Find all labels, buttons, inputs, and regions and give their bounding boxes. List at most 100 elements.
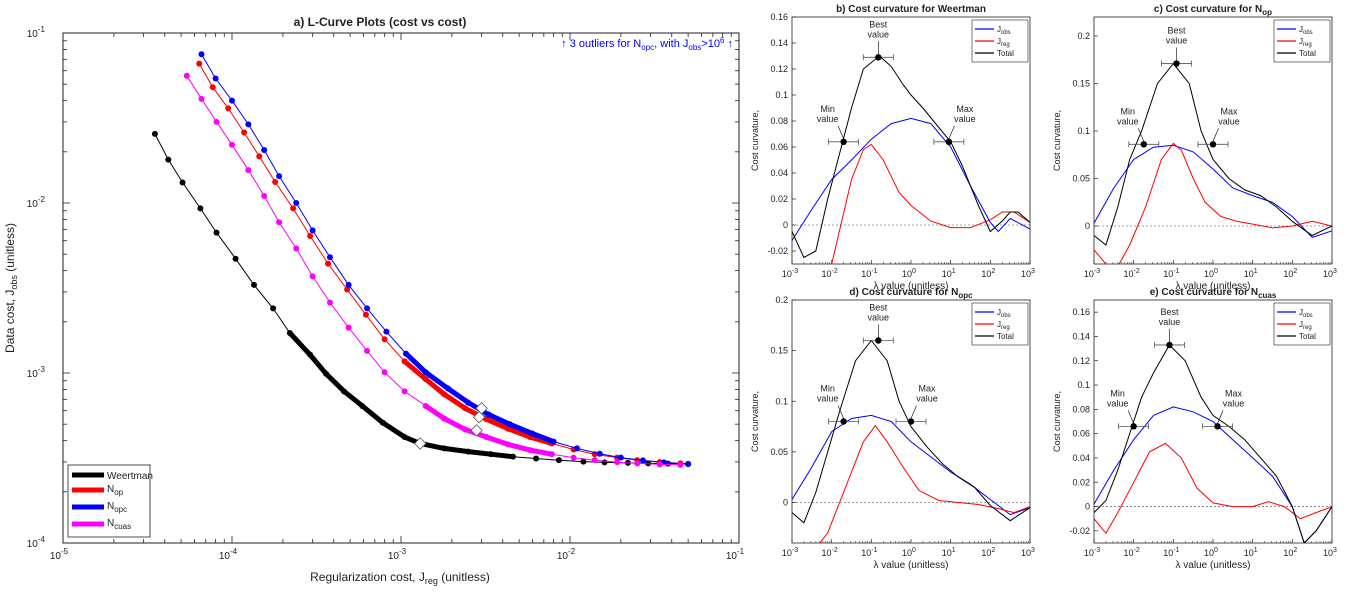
panel-b-xtick-label: 10-2: [822, 268, 838, 279]
panel-b-xtick-label: 101: [942, 268, 956, 279]
panel-d-ytick-label: 0: [783, 498, 788, 508]
panel-c-max-leader: [1212, 128, 1219, 142]
panel-e-xtick-label: 102: [1283, 547, 1297, 558]
series-point-weertman: [441, 445, 448, 452]
panel-a-ytick-label: 10-2: [27, 195, 46, 210]
panel-a-xtick-label: 10-5: [50, 547, 69, 562]
panel-e-max-label: Max: [1225, 388, 1243, 398]
panel-b-max-leader: [948, 125, 955, 139]
panel-e-legend-label-jreg: Jreg: [1299, 320, 1312, 331]
series-point-nop: [381, 336, 388, 343]
panel-c-ytick-label: 0.1: [1077, 126, 1090, 136]
series-point-nop: [325, 260, 332, 267]
series-point-nopc: [309, 227, 316, 234]
panel-b-ytick-label: 0.06: [770, 142, 788, 152]
series-point-weertman: [251, 281, 258, 288]
panel-e-min-label: value: [1107, 398, 1129, 408]
panel-d-title: d) Cost curvature for Nopc: [849, 287, 973, 300]
series-point-nop: [401, 358, 408, 365]
series-point-nop: [225, 105, 232, 112]
panel-d-max-leader: [910, 405, 917, 419]
series-point-ncuas: [229, 141, 235, 148]
panel-d-best-point: [875, 337, 882, 344]
series-point-nopc: [485, 411, 492, 418]
panel-e-curves: [1094, 344, 1332, 543]
panel-e-ytick-label: 0.06: [1072, 429, 1090, 439]
panel-d-min-point: [840, 418, 847, 425]
series-best-marker-weertman: [414, 437, 427, 450]
panel-d-xtick-label: 102: [981, 547, 995, 558]
series-point-nop: [483, 416, 490, 423]
panel-d-legend-label-jobs: Jobs: [997, 308, 1011, 319]
series-point-ncuas: [309, 273, 316, 280]
series-point-ncuas: [261, 192, 268, 199]
series-point-weertman: [510, 453, 517, 460]
panel-d-ytick-label: 0.05: [770, 447, 788, 457]
panel-d-xlabel: λ value (unitless): [873, 560, 948, 571]
panel-a-ylabel: Data cost, Jobs (unitless): [3, 223, 19, 353]
panel-c-curves: [1094, 62, 1332, 264]
panel-c-best-label: Best: [1167, 26, 1186, 36]
panel-b-legend-box: [971, 19, 1029, 63]
panel-c-xtick-label: 101: [1244, 268, 1258, 279]
series-point-ncuas: [276, 219, 283, 226]
panel-e-max-leader: [1217, 410, 1224, 424]
panel-b-min-label: Min: [820, 104, 835, 114]
panel-c-legend-label-jreg: Jreg: [1299, 37, 1312, 48]
series-point-nopc: [685, 461, 692, 468]
panel-d: d) Cost curvature for Nopc 10-3 10-2 10-1 10…: [750, 287, 1035, 571]
panel-e-ytick-label: 0.1: [1077, 380, 1090, 390]
series-point-weertman: [401, 434, 408, 441]
series-point-weertman: [465, 448, 472, 455]
panel-b-best-label: value: [868, 29, 890, 39]
panel-b-curve-jobs: [792, 117, 1030, 241]
panel-b-ytick-label: 0.1: [775, 90, 788, 100]
series-point-ncuas: [462, 426, 469, 433]
panel-c-xtick-label: 10-3: [1084, 268, 1100, 279]
panel-d-max-label: value: [916, 394, 938, 404]
panel-a-xtick-label: 10-1: [726, 547, 745, 562]
panel-d-ytick-label: 0.2: [775, 295, 788, 305]
panel-c-xtick-label: 102: [1283, 268, 1297, 279]
series-point-nopc: [212, 75, 219, 82]
panel-b-legend-label-jreg: Jreg: [997, 37, 1010, 48]
panel-e-min-label: Min: [1110, 388, 1125, 398]
series-point-nopc: [364, 305, 371, 312]
legend-label-nop: Nop: [107, 484, 124, 497]
legend-label-ncuas: Ncuas: [107, 518, 131, 531]
series-line-weertman: [154, 133, 689, 465]
series-point-ncuas: [345, 324, 352, 331]
series-point-weertman: [487, 451, 494, 458]
series-point-ncuas: [634, 460, 641, 467]
panel-c-min-point: [1140, 141, 1147, 148]
series-point-nopc: [345, 281, 352, 288]
series-point-ncuas: [401, 388, 408, 395]
series-point-ncuas: [591, 457, 598, 464]
panel-e-xtick-label: 10-3: [1084, 547, 1100, 558]
series-line-ncuas: [186, 75, 681, 466]
series-point-nopc: [293, 200, 300, 206]
series-point-ncuas: [656, 461, 663, 468]
series-point-ncuas: [614, 459, 621, 466]
panel-b-legend-label-total: Total: [997, 49, 1014, 58]
panel-a-title: a) L-Curve Plots (cost vs cost): [294, 15, 467, 29]
panel-e-xtick-label: 10-1: [1163, 547, 1179, 558]
panel-e-best-label: Best: [1160, 307, 1179, 317]
series-point-weertman: [580, 458, 587, 465]
panel-d-max-point: [907, 418, 915, 425]
panel-c-legend-label-total: Total: [1299, 49, 1316, 58]
panel-e-ytick-label: 0.02: [1072, 477, 1090, 487]
panel-d-best-label: Best: [869, 303, 888, 313]
panel-e-xtick-label: 100: [1204, 547, 1218, 558]
series-point-weertman: [165, 156, 172, 163]
panel-b-ytick-label: 0.14: [770, 38, 788, 48]
panel-b-best-point: [875, 54, 882, 61]
panel-e-max-point: [1214, 423, 1221, 430]
series-point-nop: [505, 425, 512, 432]
series-best-marker-ncuas: [470, 424, 483, 437]
series-point-nopc: [465, 399, 472, 406]
series-point-ncuas: [326, 299, 333, 306]
series-point-nopc: [229, 97, 235, 104]
panel-b-curves: [792, 55, 1030, 264]
panel-c-best-point: [1173, 60, 1180, 67]
